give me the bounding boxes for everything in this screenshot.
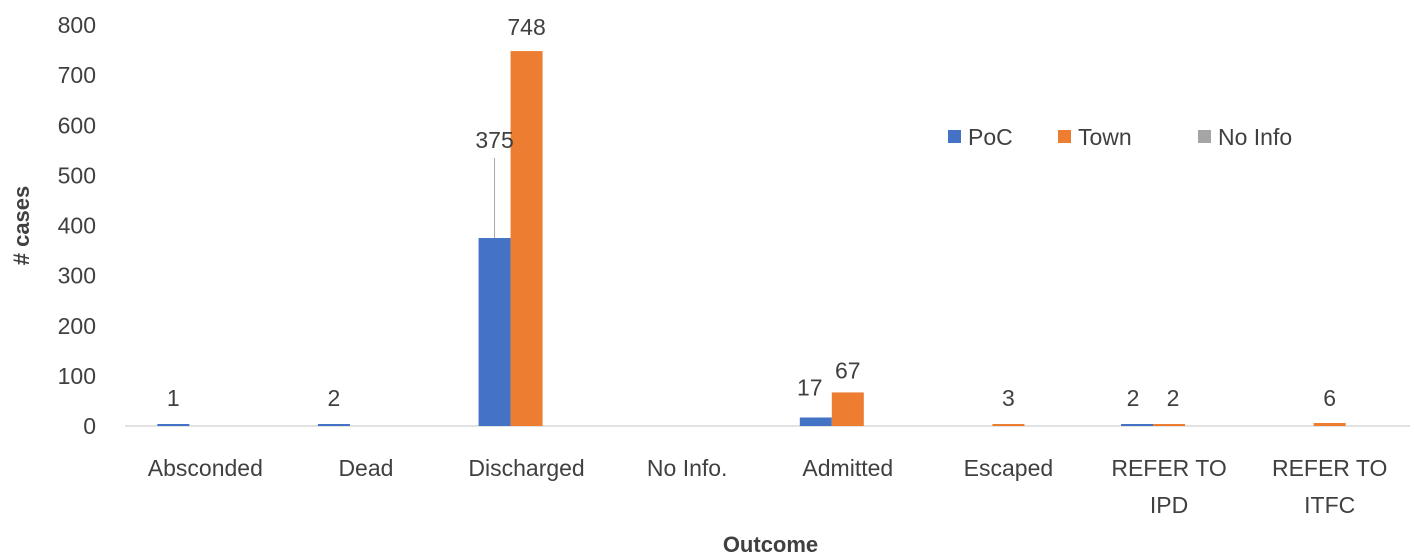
data-label: 375 bbox=[475, 127, 513, 153]
y-tick-label: 0 bbox=[83, 413, 96, 439]
y-axis-title: # cases bbox=[9, 186, 34, 266]
y-tick-label: 800 bbox=[58, 12, 96, 38]
y-axis-ticks: 0 100 200 300 400 500 600 700 800 bbox=[58, 12, 96, 439]
x-tick-label: REFER TO bbox=[1272, 455, 1387, 481]
bar-town bbox=[831, 392, 864, 426]
y-tick-label: 100 bbox=[58, 363, 96, 389]
x-tick-label: Admitted bbox=[802, 455, 893, 481]
bar-poc bbox=[317, 424, 350, 426]
x-tick-label: Absconded bbox=[148, 455, 263, 481]
data-label: 17 bbox=[797, 374, 823, 400]
y-tick-label: 700 bbox=[58, 62, 96, 88]
y-tick-label: 400 bbox=[58, 213, 96, 239]
data-label: 2 bbox=[1167, 385, 1180, 411]
bar-town bbox=[510, 51, 543, 426]
data-label: 2 bbox=[1127, 385, 1140, 411]
legend-label: PoC bbox=[968, 124, 1013, 150]
legend-label: No Info bbox=[1218, 124, 1292, 150]
x-tick-label: REFER TO bbox=[1111, 455, 1226, 481]
legend-swatch bbox=[1198, 130, 1211, 143]
data-label: 748 bbox=[507, 14, 545, 40]
x-tick-label: ITFC bbox=[1304, 492, 1355, 518]
legend-swatch bbox=[1058, 130, 1071, 143]
legend-swatch bbox=[948, 130, 961, 143]
x-tick-label: IPD bbox=[1150, 492, 1188, 518]
bar-town bbox=[1313, 422, 1346, 426]
x-axis-ticks: Absconded Dead Discharged No Info. Admitted E… bbox=[148, 455, 1388, 518]
y-tick-label: 300 bbox=[58, 263, 96, 289]
bar-town bbox=[992, 424, 1025, 426]
legend-label: Town bbox=[1078, 124, 1132, 150]
x-tick-label: No Info. bbox=[647, 455, 728, 481]
x-tick-label: Dead bbox=[338, 455, 393, 481]
bar-poc bbox=[478, 238, 511, 426]
bar-poc bbox=[157, 424, 190, 426]
bar-poc bbox=[799, 417, 832, 426]
data-label: 6 bbox=[1323, 385, 1336, 411]
y-tick-label: 200 bbox=[58, 313, 96, 339]
x-tick-label: Discharged bbox=[468, 455, 584, 481]
y-tick-label: 600 bbox=[58, 112, 96, 138]
y-tick-label: 500 bbox=[58, 162, 96, 188]
bar-poc bbox=[1121, 424, 1154, 426]
data-label: 2 bbox=[328, 385, 341, 411]
legend: PoC Town No Info bbox=[948, 124, 1292, 150]
bars bbox=[157, 51, 1346, 426]
data-label: 67 bbox=[835, 357, 861, 383]
bar-town bbox=[1153, 424, 1186, 426]
x-tick-label: Escaped bbox=[964, 455, 1054, 481]
data-label: 1 bbox=[167, 385, 180, 411]
data-label: 3 bbox=[1002, 385, 1015, 411]
x-axis-title: Outcome bbox=[723, 532, 818, 557]
data-labels: 1 2 375 748 17 67 3 2 2 6 bbox=[167, 14, 1336, 411]
